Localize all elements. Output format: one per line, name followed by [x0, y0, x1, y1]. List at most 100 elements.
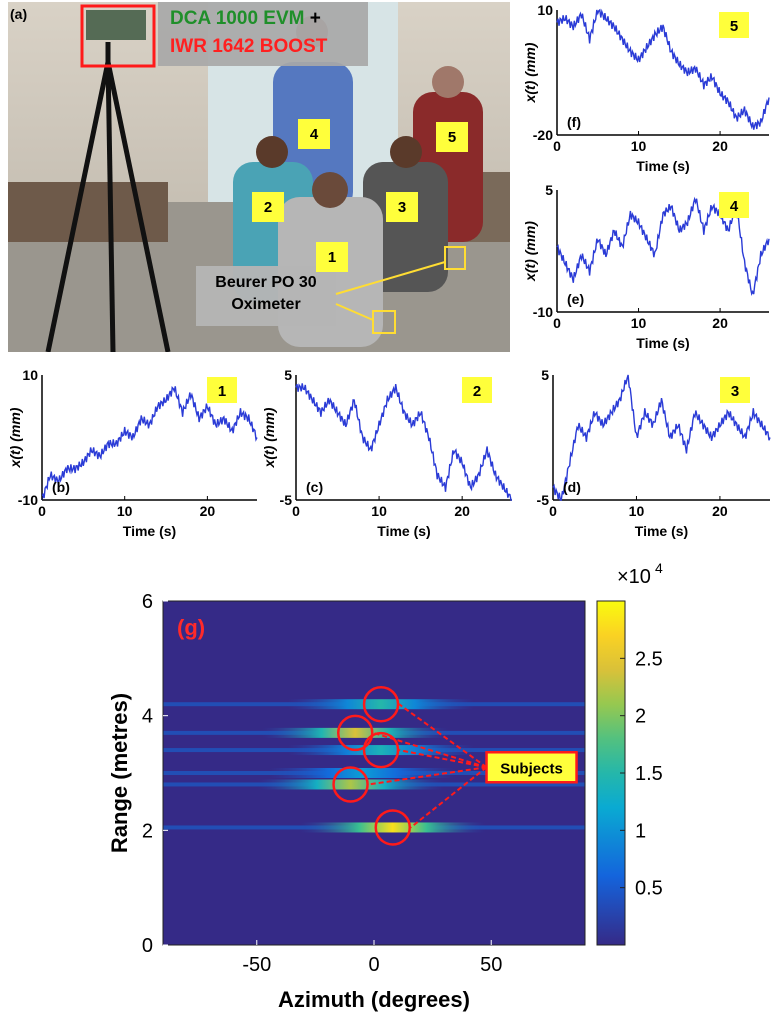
- colorbar-tick-label: 2.5: [635, 648, 663, 670]
- colorbar-tick-label: 1.5: [635, 763, 663, 785]
- subject-circle: [374, 809, 412, 846]
- x-tick-label-b: 10: [117, 503, 133, 519]
- oximeter-pointers: [335, 246, 466, 334]
- subject-badge-label-e: 4: [730, 198, 739, 215]
- y-axis-label-f: x(t) (mm): [522, 42, 538, 103]
- x-tick-label-d: 10: [629, 503, 645, 519]
- x-tick-label-c: 0: [292, 503, 300, 519]
- y-tick-label-f: -20: [533, 127, 553, 143]
- x-axis-label-e: Time (s): [636, 335, 689, 351]
- chart-d: 0 10 20 5 -5 Time (s) (d) 3: [537, 367, 771, 539]
- x-tick-label-f: 0: [553, 138, 561, 154]
- boost-label: IWR 1642 BOOST: [170, 36, 328, 57]
- x-tick-label-e: 0: [553, 315, 561, 331]
- heatmap-y-tick-label: 6: [142, 591, 153, 613]
- y-tick-label-f: 10: [537, 2, 553, 18]
- heatmap-x-tick-label: 50: [480, 954, 502, 976]
- subject-arrow: [368, 766, 487, 786]
- y-tick-label-e: 5: [545, 182, 553, 198]
- x-tick-label-f: 20: [712, 138, 728, 154]
- colorbar-tick-label: 0.5: [635, 878, 663, 900]
- chart-e: 0 10 20 5 -10 Time (s) x(t) (mm) (e) 4: [522, 182, 770, 351]
- heatmap-x-tick-label: -50: [242, 954, 271, 976]
- chart-c: 0 10 20 5 -5 Time (s) x(t) (mm) (c) 2: [261, 367, 512, 539]
- y-axis-label-b: x(t) (mm): [7, 407, 23, 468]
- x-tick-label-d: 20: [712, 503, 728, 519]
- subject-circle: [336, 714, 374, 752]
- panel-label-b: (b): [52, 479, 70, 495]
- band-2: [163, 745, 585, 756]
- heatmap-y-tick-label: 4: [142, 706, 153, 728]
- y-tick-label-c: -5: [280, 492, 293, 508]
- panel-label-f: (f): [567, 114, 581, 130]
- subject-badge-label-b: 1: [218, 383, 226, 400]
- subject-arrow: [410, 766, 488, 829]
- subjects-annotation: Subjects: [332, 685, 578, 846]
- series-line-b: [41, 385, 258, 501]
- y-tick-label-e: -10: [533, 304, 553, 320]
- subjects-label: Subjects: [500, 760, 563, 777]
- subject-badge-e: [719, 192, 749, 218]
- chart-f: 0 10 20 10 -20 Time (s) x(t) (mm) (f) 5: [522, 2, 770, 174]
- panel-label-d: (d): [563, 479, 581, 495]
- subject-tag-4: 4: [298, 119, 330, 149]
- x-tick-label-b: 20: [200, 503, 216, 519]
- subject-tag-3: 3: [386, 192, 418, 222]
- heatmap-x-axis-label: Azimuth (degrees): [278, 987, 470, 1012]
- panel-label-e: (e): [567, 291, 584, 307]
- y-axis-label-e: x(t) (mm): [522, 221, 538, 282]
- series-line-c: [295, 383, 512, 501]
- heatmap-y-tick-label: 0: [142, 935, 153, 957]
- subject-circle: [362, 685, 400, 723]
- evm-title: DCA 1000 EVM +: [170, 8, 321, 30]
- y-tick-label-b: 10: [22, 367, 38, 383]
- colorbar-tick-label: 1: [635, 820, 646, 842]
- series-line-f: [556, 8, 770, 130]
- colorbar-multiplier: ×10: [617, 566, 651, 588]
- panel-label-g: (g): [177, 615, 205, 640]
- band-1: [163, 727, 585, 738]
- band-0: [163, 699, 585, 710]
- y-tick-label-c: 5: [284, 367, 292, 383]
- subjects-label-box: [485, 751, 578, 784]
- y-tick-label-b: -10: [18, 492, 38, 508]
- subject-badge-label-f: 5: [730, 18, 738, 35]
- x-axis-label-f: Time (s): [636, 158, 689, 174]
- subject-circle: [332, 766, 369, 803]
- subject-badge-b: [207, 377, 237, 403]
- subject-tag-5: 5: [436, 122, 468, 152]
- colorbar-exponent: 4: [655, 560, 663, 576]
- subject-tag-2: 2: [252, 192, 284, 222]
- x-axis-label-c: Time (s): [377, 523, 430, 539]
- subject-badge-label-d: 3: [731, 383, 739, 400]
- panel-label-c: (c): [306, 479, 323, 495]
- subject-badge-c: [462, 377, 492, 403]
- x-tick-label-d: 0: [549, 503, 557, 519]
- y-axis-label-c: x(t) (mm): [261, 407, 277, 468]
- x-tick-label-b: 0: [38, 503, 46, 519]
- range-azimuth-heatmap: -50 0 50 0 2 4 6 Azimuth (degrees) Range (metres…: [107, 560, 663, 1012]
- band-3: [163, 768, 585, 778]
- subject-arrow: [398, 749, 487, 769]
- x-axis-label-b: Time (s): [123, 523, 176, 539]
- x-tick-label-c: 10: [371, 503, 387, 519]
- radar-highlight-box: [80, 4, 156, 68]
- subject-badge-d: [720, 377, 750, 403]
- x-tick-label-c: 20: [454, 503, 470, 519]
- evm-label: DCA 1000 EVM: [170, 8, 305, 29]
- y-tick-label-d: -5: [537, 492, 550, 508]
- setup-photo: (a) DCA 1000 EVM + IWR 1642 BOOST Beurer…: [8, 2, 510, 352]
- subject-badge-label-c: 2: [473, 383, 481, 400]
- heatmap-y-tick-label: 2: [142, 820, 153, 842]
- heatmap-y-axis-label: Range (metres): [107, 693, 132, 853]
- band-5: [163, 822, 585, 833]
- radar-board: [86, 10, 146, 40]
- chart-b: 0 10 20 10 -10 Time (s) x(t) (mm) (b) 1: [7, 367, 258, 539]
- x-tick-label-e: 20: [712, 315, 728, 331]
- x-axis-label-d: Time (s): [635, 523, 688, 539]
- plus-sign: +: [309, 8, 321, 29]
- oximeter-caption: Beurer PO 30 Oximeter: [196, 272, 336, 316]
- tripod: [45, 42, 171, 352]
- y-tick-label-d: 5: [541, 367, 549, 383]
